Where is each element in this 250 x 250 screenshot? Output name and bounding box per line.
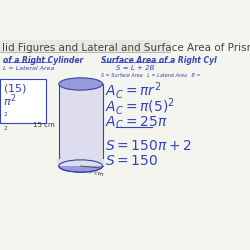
Text: 15 cm: 15 cm <box>33 122 55 128</box>
Text: L = Lateral Area: L = Lateral Area <box>3 66 54 71</box>
Text: $A_C = \pi r^2$: $A_C = \pi r^2$ <box>104 80 161 101</box>
Text: $^2$: $^2$ <box>4 125 9 134</box>
Bar <box>0 40 171 52</box>
Ellipse shape <box>59 78 102 90</box>
Ellipse shape <box>59 160 102 172</box>
Text: of a Right Cylinder: of a Right Cylinder <box>3 56 83 64</box>
Text: S = L + 2B: S = L + 2B <box>116 65 154 71</box>
Text: $S = 150\pi + 2$: $S = 150\pi + 2$ <box>104 138 192 152</box>
Text: 5 cm: 5 cm <box>88 169 104 177</box>
Text: $^2$: $^2$ <box>4 112 9 120</box>
Bar <box>58 159 104 166</box>
Text: $(15)$: $(15)$ <box>4 82 27 95</box>
Text: lid Figures and Lateral and Surface Area of Prisms a: lid Figures and Lateral and Surface Area… <box>2 43 250 53</box>
Bar <box>0 79 46 123</box>
Text: Surface Area of a Right Cyl: Surface Area of a Right Cyl <box>101 56 217 64</box>
Text: $A_C = \pi(5)^2$: $A_C = \pi(5)^2$ <box>104 96 174 117</box>
Text: S = Surface Area   L = Lateral Area   B =: S = Surface Area L = Lateral Area B = <box>101 72 201 78</box>
Text: $S = 150$: $S = 150$ <box>104 154 158 168</box>
Bar <box>59 84 102 166</box>
Text: $\pi^2$: $\pi^2$ <box>4 93 17 109</box>
Text: $A_C = 25\pi$: $A_C = 25\pi$ <box>104 115 167 131</box>
